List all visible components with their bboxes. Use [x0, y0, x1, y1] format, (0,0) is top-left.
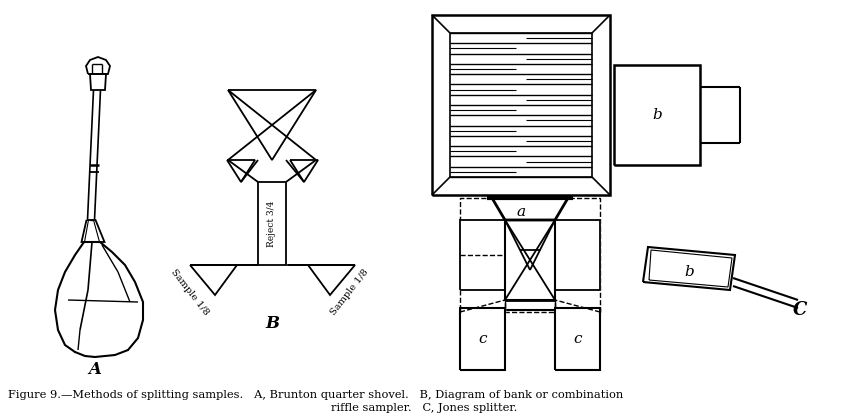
Polygon shape	[90, 74, 106, 90]
Text: c: c	[478, 332, 486, 346]
Polygon shape	[290, 160, 318, 182]
Text: Reject 3/4: Reject 3/4	[267, 200, 277, 247]
Polygon shape	[460, 308, 505, 370]
Polygon shape	[432, 15, 610, 195]
Text: a: a	[516, 205, 526, 219]
Text: b: b	[684, 265, 694, 279]
Text: Sample 1/8: Sample 1/8	[329, 267, 371, 317]
Polygon shape	[228, 90, 316, 160]
Polygon shape	[227, 160, 255, 182]
Text: Figure 9.—Methods of splitting samples.   A, Brunton quarter shovel.   B, Diagra: Figure 9.—Methods of splitting samples. …	[8, 390, 623, 400]
Polygon shape	[555, 308, 600, 370]
Text: B: B	[265, 315, 279, 332]
Polygon shape	[460, 220, 505, 290]
Polygon shape	[492, 198, 568, 220]
Polygon shape	[643, 247, 735, 290]
Text: Sample 1/8: Sample 1/8	[169, 267, 211, 317]
Polygon shape	[190, 265, 237, 295]
Polygon shape	[258, 182, 286, 265]
Polygon shape	[308, 265, 355, 295]
Polygon shape	[82, 220, 104, 242]
Text: b: b	[652, 108, 662, 122]
Polygon shape	[505, 220, 555, 300]
Polygon shape	[86, 57, 110, 74]
Text: A: A	[88, 361, 101, 378]
Polygon shape	[450, 33, 592, 177]
Polygon shape	[614, 65, 700, 165]
Polygon shape	[555, 220, 600, 290]
Text: C: C	[793, 301, 807, 319]
Text: c: c	[573, 332, 582, 346]
Text: riffle sampler.   C, Jones splitter.: riffle sampler. C, Jones splitter.	[331, 403, 517, 413]
